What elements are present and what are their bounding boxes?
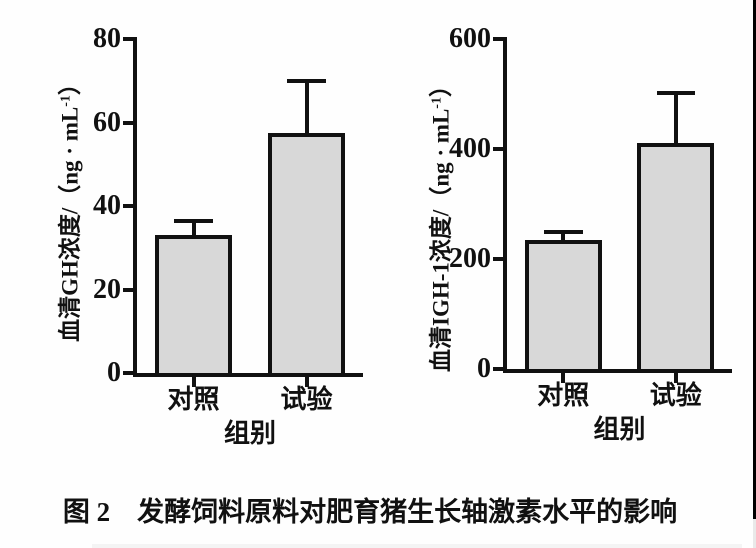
x-tick [673, 369, 678, 383]
right-edge-strip [753, 0, 756, 519]
x-category-label: 试验 [280, 385, 333, 414]
x-axis-title: 组别 [223, 419, 277, 448]
error-bar-line [304, 78, 309, 141]
y-tick-label: 0 [477, 353, 491, 384]
y-tick-label: 40 [93, 190, 121, 221]
error-bar-cap [174, 218, 213, 223]
x-tick [191, 373, 196, 387]
chart-serum-gh: 血清GH浓度/（ng · mL-1） 组别 0 20 40 60 80 对照 试验 [0, 0, 378, 460]
error-bar-cap [544, 229, 583, 234]
bar [268, 133, 345, 373]
plot-area: 组别 0 200 400 600 对照 试验 [449, 25, 732, 443]
y-tick [493, 37, 507, 41]
bar [524, 240, 602, 369]
x-tick [561, 369, 566, 383]
bar [155, 235, 232, 373]
y-tick [123, 287, 137, 292]
x-tick [304, 373, 309, 387]
x-category-label: 试验 [649, 381, 702, 410]
x-axis-title: 组别 [593, 415, 646, 444]
bar [637, 143, 715, 369]
y-tick-label: 60 [93, 106, 121, 138]
y-tick-label: 200 [449, 243, 491, 274]
error-bar-cap [287, 78, 326, 83]
y-tick-label: 400 [449, 133, 491, 164]
y-tick-label: 600 [449, 23, 491, 54]
y-axis-label-text: 血清GH浓度/（ng · mL [57, 106, 83, 342]
y-axis-label-superscript: -1 [58, 95, 74, 107]
y-axis-label-superscript: -1 [429, 97, 445, 109]
error-bar-line [191, 218, 196, 243]
y-axis-label-close: ） [428, 74, 454, 98]
y-tick [493, 367, 507, 371]
y-tick [493, 147, 507, 151]
y-tick-label: 80 [93, 23, 121, 54]
bottom-divider [92, 544, 742, 548]
error-bar-cap [656, 91, 695, 96]
x-category-label: 对照 [167, 385, 220, 414]
y-axis-label: 血清IGH-1浓度/（ng · mL-1） [428, 74, 454, 372]
y-tick [123, 37, 137, 41]
right-edge-strip-bottom [753, 519, 756, 548]
y-tick [493, 257, 507, 261]
figure-caption: 图 2 发酵饲料原料对肥育猪生长轴激素水平的影响 [62, 497, 678, 527]
x-category-label: 对照 [537, 381, 590, 410]
y-tick-label: 0 [107, 357, 121, 388]
y-tick [123, 371, 137, 375]
y-tick [123, 204, 137, 208]
y-axis-label-close: ） [57, 72, 83, 96]
y-tick-label: 20 [93, 273, 121, 305]
error-bar-line [673, 91, 678, 151]
chart-serum-igh1: 血清IGH-1浓度/（ng · mL-1） 组别 0 200 400 600 对照 试验 [378, 0, 756, 460]
plot-area: 组别 0 20 40 60 80 对照 试验 [93, 25, 363, 447]
error-bar-line [561, 229, 566, 248]
y-tick [123, 120, 137, 125]
